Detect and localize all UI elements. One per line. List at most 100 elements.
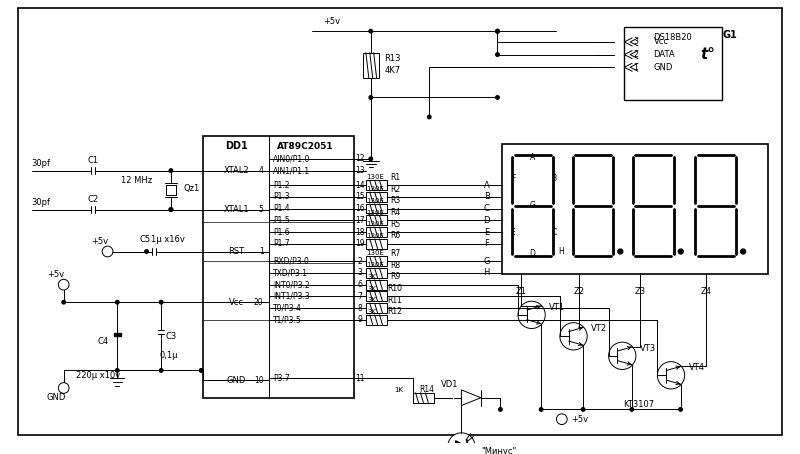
- Text: 6: 6: [358, 280, 362, 289]
- Bar: [203, 137, 354, 398]
- Text: 18: 18: [355, 227, 365, 237]
- Circle shape: [427, 115, 431, 119]
- Text: P1.6: P1.6: [274, 227, 290, 237]
- Text: RST: RST: [228, 247, 244, 256]
- Text: VT4: VT4: [689, 363, 705, 372]
- Text: AT89C2051: AT89C2051: [277, 142, 334, 151]
- Circle shape: [557, 414, 567, 424]
- Text: R1: R1: [390, 173, 400, 182]
- Text: 5: 5: [258, 205, 263, 214]
- Text: +5v: +5v: [91, 237, 108, 246]
- Bar: [166, 185, 176, 195]
- Text: t°: t°: [701, 47, 715, 62]
- Text: 12 MHz: 12 MHz: [122, 176, 152, 185]
- Text: +5v: +5v: [571, 415, 588, 424]
- Text: "Минус": "Минус": [481, 447, 516, 454]
- Text: G: G: [483, 257, 490, 266]
- Text: Z2: Z2: [574, 287, 585, 296]
- Text: C1: C1: [87, 156, 98, 165]
- Text: 130E: 130E: [366, 262, 385, 268]
- Text: 1μ x16v: 1μ x16v: [151, 235, 185, 244]
- Text: RXD/P3.0: RXD/P3.0: [274, 257, 309, 266]
- Text: 130E: 130E: [366, 198, 385, 204]
- Text: 130E: 130E: [366, 251, 385, 257]
- Text: DD1: DD1: [225, 141, 248, 151]
- Text: 9: 9: [358, 315, 362, 324]
- Text: 4K7: 4K7: [385, 66, 401, 75]
- Bar: [624, 27, 722, 100]
- Bar: [366, 280, 387, 290]
- Circle shape: [369, 96, 373, 99]
- Text: AIN1/P1.1: AIN1/P1.1: [274, 166, 310, 175]
- Text: A: A: [530, 153, 535, 163]
- Text: 220μ x10v: 220μ x10v: [76, 371, 120, 380]
- Text: +5v: +5v: [323, 17, 340, 26]
- Text: VT3: VT3: [640, 344, 656, 352]
- Text: R12: R12: [388, 307, 402, 316]
- Bar: [114, 333, 122, 336]
- Text: 3K: 3K: [367, 309, 376, 315]
- Bar: [502, 144, 769, 274]
- Circle shape: [102, 246, 113, 257]
- Circle shape: [159, 301, 163, 304]
- Polygon shape: [462, 390, 481, 405]
- Circle shape: [115, 301, 119, 304]
- Circle shape: [58, 383, 69, 393]
- Text: VT1: VT1: [549, 302, 565, 311]
- Text: 3K: 3K: [367, 286, 376, 291]
- Text: 16: 16: [355, 204, 365, 213]
- Text: +5v: +5v: [47, 271, 65, 279]
- Text: C4: C4: [97, 337, 108, 345]
- Text: E: E: [484, 227, 490, 237]
- Circle shape: [169, 208, 173, 212]
- Text: TXD/P3.1: TXD/P3.1: [274, 268, 308, 277]
- Text: 11: 11: [355, 374, 365, 383]
- Text: 8: 8: [358, 304, 362, 312]
- Text: C3: C3: [166, 332, 177, 341]
- Bar: [366, 239, 387, 249]
- Text: C2: C2: [87, 195, 98, 204]
- Polygon shape: [455, 441, 467, 452]
- Bar: [366, 315, 387, 325]
- Text: R4: R4: [390, 208, 400, 217]
- Text: R7: R7: [390, 249, 400, 258]
- Text: A: A: [484, 181, 490, 190]
- Circle shape: [169, 208, 173, 212]
- Text: 130E: 130E: [366, 233, 385, 239]
- Text: 1: 1: [258, 247, 263, 256]
- Text: R14: R14: [419, 385, 434, 395]
- Circle shape: [630, 408, 634, 411]
- Text: INT0/P3.2: INT0/P3.2: [274, 280, 310, 289]
- Bar: [366, 257, 387, 266]
- Text: 3: 3: [358, 268, 362, 277]
- Text: KT3107: KT3107: [623, 400, 654, 409]
- Text: R13: R13: [385, 54, 401, 63]
- Text: 7: 7: [358, 292, 362, 301]
- Text: R11: R11: [388, 296, 402, 305]
- Text: XTAL1: XTAL1: [223, 205, 249, 214]
- Text: 0,1μ: 0,1μ: [160, 351, 178, 360]
- Text: 20: 20: [254, 298, 263, 307]
- Text: GND: GND: [226, 375, 246, 385]
- Circle shape: [159, 369, 163, 372]
- Text: P3.7: P3.7: [274, 374, 290, 383]
- Circle shape: [369, 30, 373, 33]
- Text: 14: 14: [355, 181, 365, 190]
- Text: 19: 19: [355, 239, 365, 248]
- Bar: [366, 216, 387, 225]
- Circle shape: [145, 250, 148, 253]
- Text: Z4: Z4: [701, 287, 711, 296]
- Circle shape: [539, 408, 543, 411]
- Circle shape: [169, 169, 173, 173]
- Bar: [366, 268, 387, 278]
- Circle shape: [58, 279, 69, 290]
- Text: INT1/P3.3: INT1/P3.3: [274, 292, 310, 301]
- Text: F: F: [484, 239, 489, 248]
- Text: C5: C5: [139, 235, 150, 244]
- Text: GND: GND: [46, 393, 66, 402]
- Text: B: B: [484, 192, 490, 202]
- Text: R10: R10: [388, 284, 402, 293]
- Text: P1.3: P1.3: [274, 192, 290, 202]
- Text: 30pf: 30pf: [31, 198, 50, 207]
- Text: DATA: DATA: [654, 50, 675, 59]
